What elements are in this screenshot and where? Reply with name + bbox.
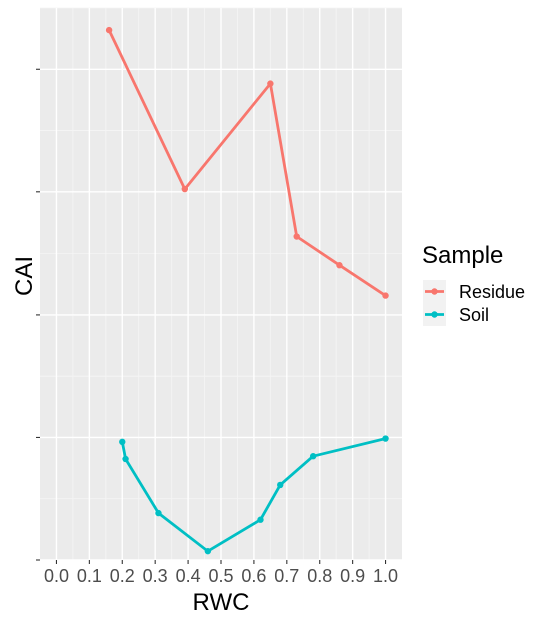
x-axis-title: RWC <box>193 589 250 616</box>
data-point <box>277 481 284 489</box>
series-line <box>107 29 387 297</box>
data-point <box>382 292 389 299</box>
legend-item-soil: Soil <box>423 303 489 326</box>
legend-item-residue: Residue <box>423 280 525 303</box>
data-point <box>122 455 129 463</box>
data-point <box>119 438 126 446</box>
legend-title: Sample <box>422 242 503 269</box>
data-point <box>257 516 264 523</box>
y-axis <box>36 68 40 561</box>
data-point <box>293 233 300 240</box>
x-tick-label: 0.0 <box>44 566 69 586</box>
x-axis: 0.0 0.1 0.2 0.3 0.4 0.5 0.6 0.7 0.8 0.9 1.0 <box>44 560 398 586</box>
x-tick-label: 0.3 <box>143 566 168 586</box>
x-tick-label: 0.8 <box>307 566 332 586</box>
legend-label: Soil <box>459 305 489 325</box>
data-point <box>336 262 343 269</box>
data-point <box>267 80 274 87</box>
x-tick-label: 1.0 <box>373 566 398 586</box>
x-tick-label: 0.1 <box>77 566 102 586</box>
data-point <box>181 185 188 193</box>
series-line <box>120 437 386 553</box>
legend-key-point <box>431 311 438 318</box>
data-point <box>309 453 317 460</box>
y-axis-title: CAI <box>11 256 38 296</box>
data-point <box>204 547 212 555</box>
series-residue <box>105 26 389 299</box>
x-tick-label: 0.9 <box>340 566 365 586</box>
x-tick-label: 0.7 <box>274 566 299 586</box>
data-point <box>155 509 162 517</box>
series-layer <box>105 26 389 555</box>
series-soil <box>119 435 389 555</box>
legend: Sample Residue Soil <box>422 242 525 326</box>
x-tick-label: 0.2 <box>110 566 135 586</box>
data-point <box>105 26 113 34</box>
x-tick-label: 0.4 <box>176 566 201 586</box>
x-tick-label: 0.5 <box>208 566 233 586</box>
x-tick-label: 0.6 <box>241 566 266 586</box>
legend-label: Residue <box>459 282 525 302</box>
plot-panel <box>40 7 402 561</box>
data-point <box>382 435 389 442</box>
legend-key-point <box>431 288 438 295</box>
